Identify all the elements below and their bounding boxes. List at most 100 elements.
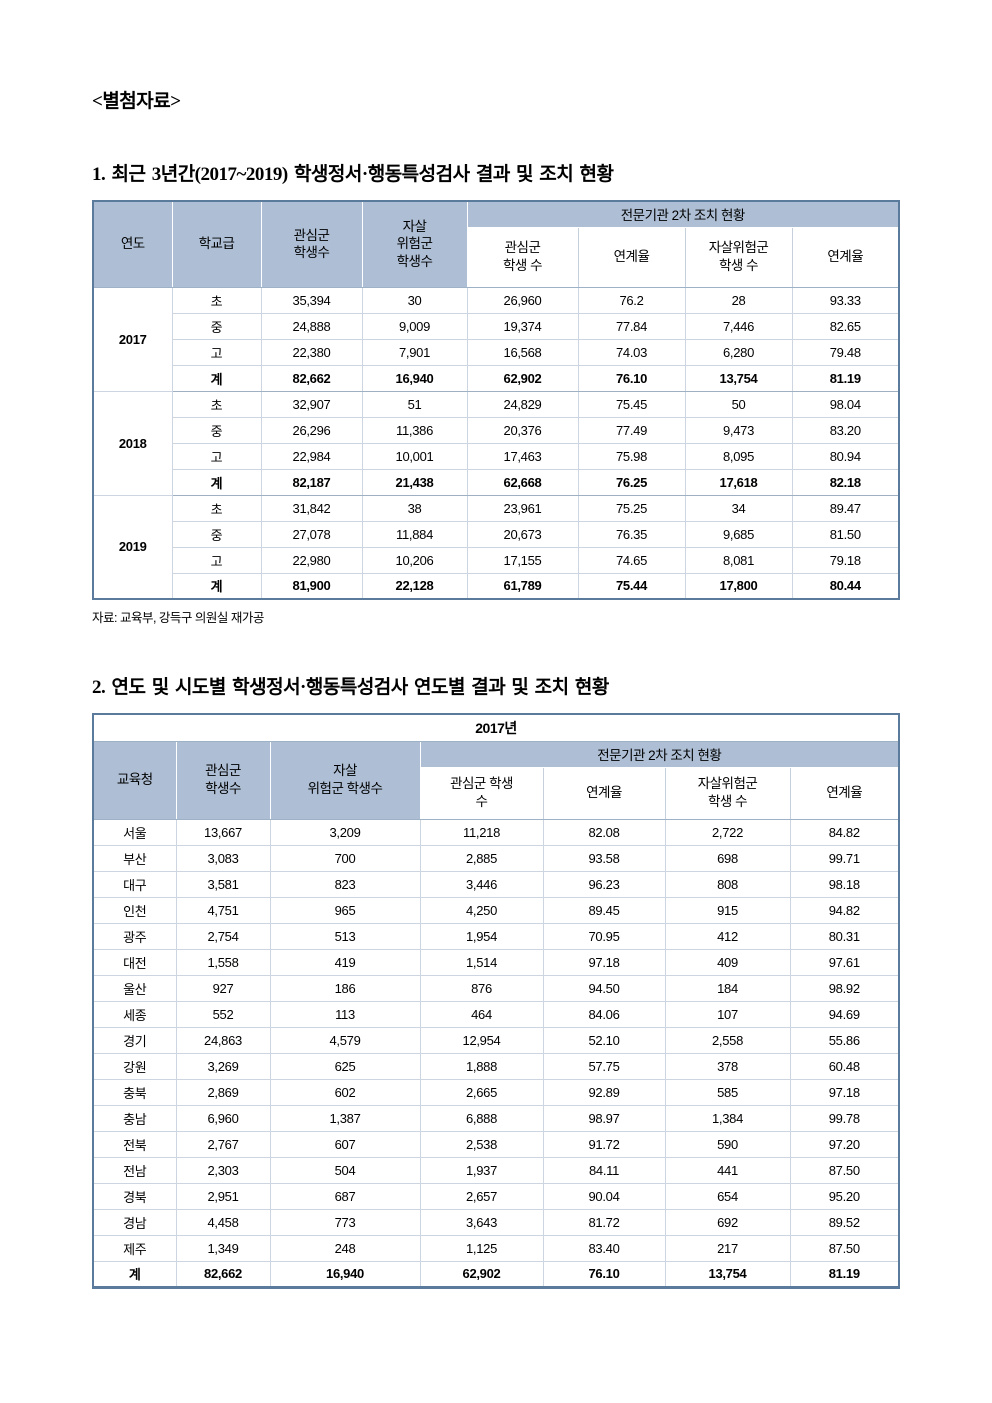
value-cell: 97.18 [542, 948, 666, 976]
table1-subheader-linkage-rate: 연계율 [577, 226, 686, 288]
level-cell: 고 [171, 338, 262, 366]
value-cell: 97.61 [789, 948, 900, 976]
table1-row: 계 82,662 16,940 62,902 76.10 13,754 81.19 [93, 364, 900, 392]
table1-body: 2017 초 35,394 30 26,960 76.2 28 93.33 중 24,888 9,0… [92, 286, 900, 600]
table1-header-interest-students: 관심군 학생수 [260, 200, 363, 288]
value-cell: 217 [664, 1234, 791, 1262]
value-cell: 24,888 [260, 312, 363, 340]
value-cell: 3,643 [419, 1208, 544, 1236]
value-cell: 82.08 [542, 818, 666, 846]
value-cell: 98.18 [789, 870, 900, 898]
value-cell: 11,386 [361, 416, 468, 444]
value-cell: 13,754 [664, 1260, 791, 1288]
value-cell: 1,384 [664, 1104, 791, 1132]
level-cell: 초 [171, 494, 262, 522]
value-cell: 98.92 [789, 974, 900, 1002]
value-cell: 81.19 [791, 364, 900, 392]
table2-row: 경기 24,863 4,579 12,954 52.10 2,558 55.86 [92, 1026, 900, 1054]
region-cell: 경기 [92, 1026, 177, 1054]
value-cell: 184 [664, 974, 791, 1002]
value-cell: 6,960 [175, 1104, 271, 1132]
table2-row: 계 82,662 16,940 62,902 76.10 13,754 81.19 [92, 1260, 900, 1288]
value-cell: 2,767 [175, 1130, 271, 1158]
value-cell: 11,218 [419, 818, 544, 846]
level-cell: 고 [171, 546, 262, 574]
table2-row: 충남 6,960 1,387 6,888 98.97 1,384 99.78 [92, 1104, 900, 1132]
region-cell: 대구 [92, 870, 177, 898]
value-cell: 16,940 [269, 1260, 421, 1288]
value-cell: 248 [269, 1234, 421, 1262]
region-cell: 전남 [92, 1156, 177, 1184]
table1-row: 중 27,078 11,884 20,673 76.35 9,685 81.50 [93, 520, 900, 548]
table1-row: 2018 초 32,907 51 24,829 75.45 50 98.04 [92, 390, 900, 496]
region-cell: 울산 [92, 974, 177, 1002]
table2-year-banner: 2017년 [93, 714, 900, 742]
value-cell: 75.45 [577, 390, 686, 418]
value-cell: 3,083 [175, 844, 271, 872]
value-cell: 23,961 [466, 494, 579, 522]
table2-row: 대구 3,581 823 3,446 96.23 808 98.18 [92, 870, 900, 898]
table2-row: 강원 3,269 625 1,888 57.75 378 60.48 [92, 1052, 900, 1080]
value-cell: 552 [175, 1000, 271, 1028]
value-cell: 504 [269, 1156, 421, 1184]
value-cell: 2,665 [419, 1078, 544, 1106]
value-cell: 80.44 [791, 572, 900, 600]
value-cell: 91.72 [542, 1130, 666, 1158]
value-cell: 75.25 [577, 494, 686, 522]
region-cell: 부산 [92, 844, 177, 872]
table1-row: 중 26,296 11,386 20,376 77.49 9,473 83.20 [93, 416, 900, 444]
value-cell: 464 [419, 1000, 544, 1028]
table1-row: 중 24,888 9,009 19,374 77.84 7,446 82.65 [93, 312, 900, 340]
value-cell: 94.69 [789, 1000, 900, 1028]
value-cell: 98.97 [542, 1104, 666, 1132]
value-cell: 1,937 [419, 1156, 544, 1184]
value-cell: 2,538 [419, 1130, 544, 1158]
value-cell: 22,984 [260, 442, 363, 470]
value-cell: 4,751 [175, 896, 271, 924]
value-cell: 4,579 [269, 1026, 421, 1054]
table2-row: 경남 4,458 773 3,643 81.72 692 89.52 [92, 1208, 900, 1236]
value-cell: 24,863 [175, 1026, 271, 1054]
table1-subheader-interest-students: 관심군 학생 수 [466, 226, 579, 288]
value-cell: 84.06 [542, 1000, 666, 1028]
value-cell: 965 [269, 896, 421, 924]
level-cell: 중 [171, 520, 262, 548]
value-cell: 773 [269, 1208, 421, 1236]
table2-header-agency-band: 전문기관 2차 조치 현황 [419, 740, 900, 768]
value-cell: 4,250 [419, 896, 544, 924]
value-cell: 186 [269, 974, 421, 1002]
value-cell: 99.71 [789, 844, 900, 872]
value-cell: 57.75 [542, 1052, 666, 1080]
value-cell: 1,349 [175, 1234, 271, 1262]
value-cell: 55.86 [789, 1026, 900, 1054]
value-cell: 75.98 [577, 442, 686, 470]
value-cell: 74.65 [577, 546, 686, 574]
table2-subheader-linkage-rate: 연계율 [542, 766, 666, 820]
region-cell: 강원 [92, 1052, 177, 1080]
value-cell: 20,376 [466, 416, 579, 444]
table2-row: 충북 2,869 602 2,665 92.89 585 97.18 [92, 1078, 900, 1106]
year-cell: 2019 [92, 494, 173, 600]
table2-header-office: 교육청 [92, 740, 177, 820]
value-cell: 27,078 [260, 520, 363, 548]
value-cell: 17,463 [466, 442, 579, 470]
region-cell: 충남 [92, 1104, 177, 1132]
value-cell: 62,902 [466, 364, 579, 392]
section2-title: 2. 연도 및 시도별 학생정서·행동특성검사 연도별 결과 및 조치 현황 [92, 677, 609, 698]
level-cell: 초 [171, 390, 262, 418]
value-cell: 378 [664, 1052, 791, 1080]
value-cell: 2,558 [664, 1026, 791, 1054]
region-cell: 계 [92, 1260, 177, 1288]
table1-header: 연도 학교급 관심군 학생수 자살 위험군 학생수 전문기관 2차 조치 현황 … [92, 200, 900, 288]
value-cell: 585 [664, 1078, 791, 1106]
table2-row: 서울 13,667 3,209 11,218 82.08 2,722 84.82 [92, 818, 900, 846]
value-cell: 7,901 [361, 338, 468, 366]
table1-header-year: 연도 [92, 200, 173, 288]
value-cell: 4,458 [175, 1208, 271, 1236]
value-cell: 82,662 [175, 1260, 271, 1288]
value-cell: 99.78 [789, 1104, 900, 1132]
value-cell: 17,618 [684, 468, 793, 496]
value-cell: 8,095 [684, 442, 793, 470]
value-cell: 81,900 [260, 572, 363, 600]
table2-row: 경북 2,951 687 2,657 90.04 654 95.20 [92, 1182, 900, 1210]
